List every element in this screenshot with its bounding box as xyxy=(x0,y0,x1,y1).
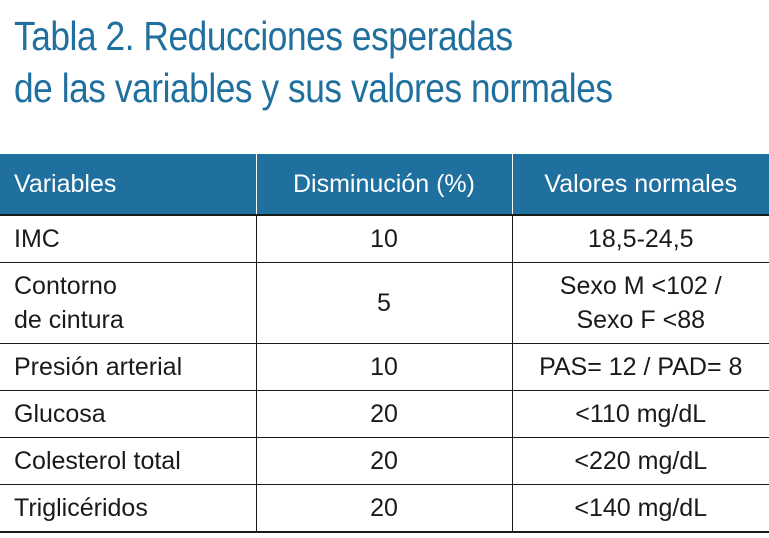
table-row: Glucosa 20 <110 mg/dL xyxy=(0,390,769,438)
cell-variable: Glucosa xyxy=(0,390,257,438)
table-title: Tabla 2. Reducciones esperadas de las va… xyxy=(14,10,650,114)
table-title-line-2: de las variables y sus valores normales xyxy=(14,65,613,111)
cell-disminucion: 10 xyxy=(255,214,513,263)
cell-variable-text: Contorno xyxy=(14,272,117,300)
table-title-line-1: Tabla 2. Reducciones esperadas xyxy=(14,13,513,59)
cell-variable-text: IMC xyxy=(14,225,60,253)
cell-variable-text: Colesterol total xyxy=(14,447,181,475)
cell-variable: Triglicéridos xyxy=(0,484,257,533)
cell-disminucion: 20 xyxy=(255,437,513,485)
cell-valores: PAS= 12 / PAD= 8 xyxy=(511,343,769,391)
cell-variable: Contorno de cintura xyxy=(0,262,257,344)
table-row: IMC 10 18,5-24,5 xyxy=(0,214,769,263)
cell-disminucion: 5 xyxy=(255,262,513,344)
cell-valores: 18,5-24,5 xyxy=(511,214,769,263)
cell-disminucion: 20 xyxy=(255,484,513,533)
table-row: Contorno de cintura 5 Sexo M <102 / Sexo… xyxy=(0,262,769,344)
table-row: Presión arterial 10 PAS= 12 / PAD= 8 xyxy=(0,343,769,391)
cell-disminucion: 10 xyxy=(255,343,513,391)
cell-valores: Sexo M <102 / Sexo F <88 xyxy=(511,262,769,344)
cell-valores: <110 mg/dL xyxy=(511,390,769,438)
cell-valores-text: PAS= 12 / PAD= 8 xyxy=(539,353,743,381)
cell-variable: Colesterol total xyxy=(0,437,257,485)
cell-variable-text: Triglicéridos xyxy=(14,494,148,522)
header-variables: Variables xyxy=(0,154,256,216)
cell-valores-text: <110 mg/dL xyxy=(575,400,707,428)
cell-valores-text: <220 mg/dL xyxy=(574,447,708,475)
cell-valores-text: Sexo F <88 xyxy=(576,306,706,334)
cell-variable-text: Glucosa xyxy=(14,400,106,428)
cell-variable: IMC xyxy=(0,214,257,263)
cell-valores-text: Sexo M <102 / xyxy=(559,272,722,300)
cell-variable-text: Presión arterial xyxy=(14,353,183,381)
reductions-table: Variables Disminución (%) Valores normal… xyxy=(0,154,769,533)
cell-valores: <220 mg/dL xyxy=(511,437,769,485)
table-row: Colesterol total 20 <220 mg/dL xyxy=(0,437,769,485)
table-body: IMC 10 18,5-24,5 Contorno de cintura 5 S… xyxy=(0,214,769,533)
cell-variable-text: de cintura xyxy=(14,306,124,334)
header-valores-normales: Valores normales xyxy=(511,154,769,216)
header-disminucion: Disminución (%) xyxy=(255,154,512,216)
cell-valores-text: <140 mg/dL xyxy=(574,494,708,522)
cell-disminucion: 20 xyxy=(255,390,513,438)
table-header: Variables Disminución (%) Valores normal… xyxy=(0,154,769,216)
cell-valores-text: 18,5-24,5 xyxy=(587,225,694,253)
cell-valores: <140 mg/dL xyxy=(511,484,769,533)
table-row: Triglicéridos 20 <140 mg/dL xyxy=(0,484,769,533)
header-row: Variables Disminución (%) Valores normal… xyxy=(0,154,769,216)
cell-variable: Presión arterial xyxy=(0,343,257,391)
